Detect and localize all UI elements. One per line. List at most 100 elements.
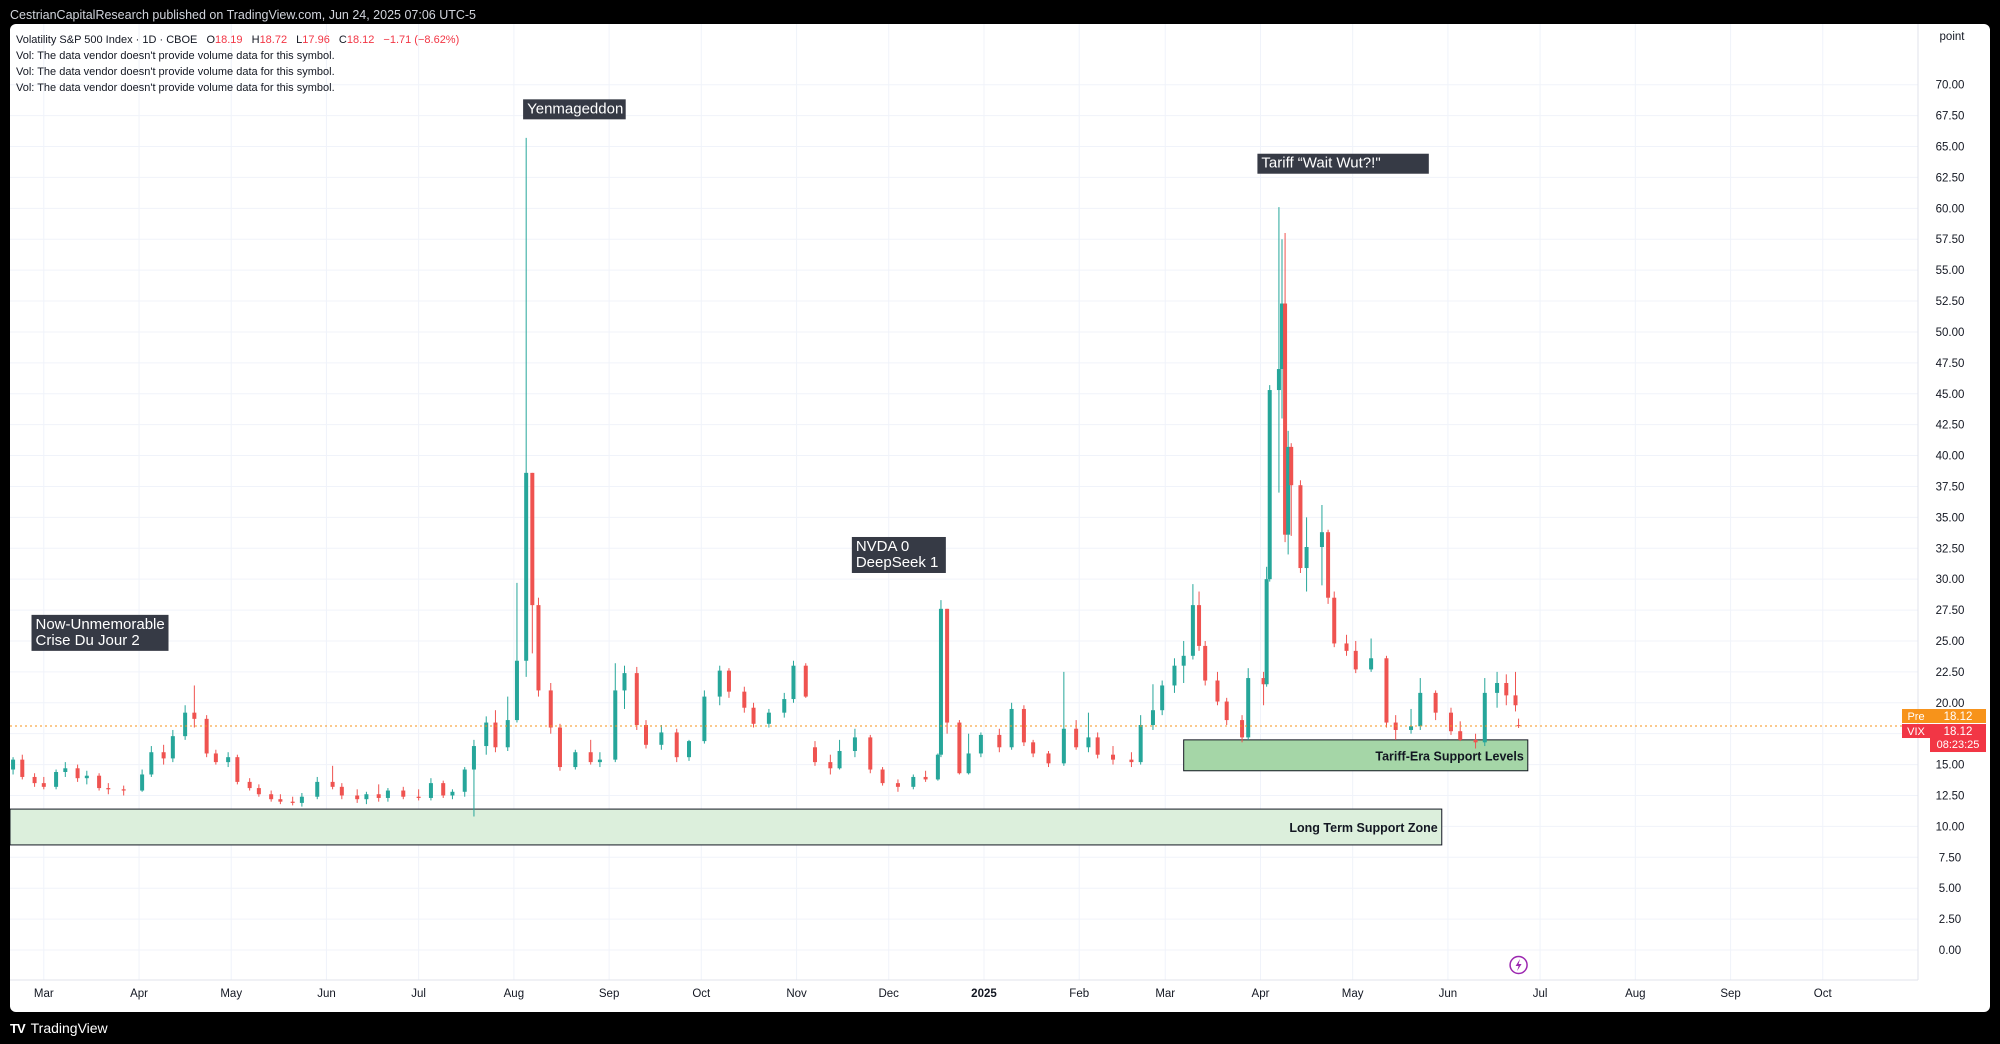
brand-name[interactable]: TradingView <box>30 1020 108 1036</box>
candle-body <box>315 781 320 797</box>
candle-body <box>170 736 175 759</box>
candle-body <box>1289 446 1294 486</box>
candle-body <box>803 665 808 697</box>
candle-body <box>1074 728 1079 748</box>
price-axis-label: 65.00 <box>1936 142 1965 154</box>
candle-body <box>674 732 679 758</box>
volume-note: Vol: The data vendor doesn't provide vol… <box>16 82 335 94</box>
candle-body <box>1095 737 1100 755</box>
candle-body <box>364 794 369 800</box>
candle-body <box>140 774 145 791</box>
candle-body <box>75 768 80 779</box>
open-value: 18.19 <box>215 34 243 46</box>
candle-body <box>339 786 344 796</box>
vix-tag-countdown: 08:23:25 <box>1937 739 1980 751</box>
annotation-text: NVDA 0 <box>856 538 909 555</box>
price-axis[interactable]: 0.002.505.007.5010.0012.5015.0017.5020.0… <box>1917 24 1966 980</box>
candle-body <box>597 759 602 763</box>
candle-body <box>868 737 873 770</box>
candle-body <box>1009 708 1014 748</box>
candle-body <box>1215 680 1220 702</box>
candle-body <box>1021 708 1026 743</box>
candle-body <box>1286 446 1291 535</box>
candle-body <box>1332 597 1337 644</box>
candle-body <box>106 788 111 790</box>
candle-body <box>1304 547 1309 569</box>
tradingview-logo-icon[interactable]: TV <box>10 1020 26 1036</box>
candle-body <box>1433 692 1438 713</box>
candle-body <box>978 734 983 754</box>
pre-tag-label: Pre <box>1907 711 1924 723</box>
candle-body <box>41 783 46 787</box>
candle-body <box>1276 369 1281 391</box>
candle-body <box>1283 303 1288 535</box>
annotation-box <box>523 99 626 120</box>
symbol-line[interactable]: Volatility S&P 500 Index · 1D · CBOE <box>16 34 198 46</box>
time-axis-label: Jul <box>1533 988 1548 1000</box>
price-axis-label: 50.00 <box>1936 327 1965 339</box>
candle-body <box>530 472 535 606</box>
candle-body <box>536 605 541 691</box>
vix-tag-label-bg <box>1902 724 1930 739</box>
time-axis-label: Feb <box>1069 988 1089 1000</box>
candle-body <box>1190 605 1195 656</box>
price-axis-label: 47.50 <box>1936 358 1965 370</box>
candle-body <box>726 670 731 692</box>
candle-body <box>880 769 885 784</box>
candle-body <box>1197 605 1202 646</box>
candle-body <box>1516 725 1521 727</box>
vix-tag-label: VIX <box>1907 726 1925 738</box>
price-axis-label: 20.00 <box>1936 698 1965 710</box>
candle-body <box>782 699 787 713</box>
time-axis[interactable]: Mar Apr May Jun Jul Aug Sep Oct Nov Dec 2025 Feb Mar… <box>10 979 1918 1000</box>
candle-body <box>1409 726 1414 730</box>
candle-body <box>634 673 639 726</box>
candle-body <box>1086 737 1091 748</box>
volume-note: Vol: The data vendor doesn't provide vol… <box>16 66 335 78</box>
annotation-text: Tariff “Wait Wut?!" <box>1261 155 1380 172</box>
candle-body <box>751 707 756 724</box>
price-axis-label: 12.50 <box>1936 790 1965 802</box>
candle-body <box>837 750 842 769</box>
candle-body <box>247 781 252 789</box>
pre-tag-value-bg <box>1930 709 1986 724</box>
candle-body <box>1046 753 1051 764</box>
candle-body <box>63 768 68 772</box>
candle-body <box>161 752 166 759</box>
candle-body <box>20 759 25 777</box>
vix-candlestick-chart[interactable]: Long Term Support Zone Tariff-Era Support… <box>10 24 1990 1012</box>
candle-body <box>32 776 37 784</box>
candle-body <box>54 772 59 787</box>
candle-body <box>622 673 627 691</box>
time-axis-label: Oct <box>692 988 711 1000</box>
candle-body <box>299 796 304 803</box>
chart-panel[interactable]: Volatility S&P 500 Index · 1D · CBOE O18… <box>10 24 1990 1012</box>
candle-body <box>401 790 406 797</box>
price-axis-label: 5.00 <box>1939 883 1961 895</box>
time-axis-label: May <box>1342 988 1364 1000</box>
candle-body <box>938 608 943 755</box>
time-axis-label: Sep <box>1720 988 1740 1000</box>
vix-tag-value-bg <box>1930 724 1986 753</box>
price-axis-unit: point <box>1940 31 1966 43</box>
low-label: L <box>296 34 303 46</box>
close-label: C <box>338 34 347 46</box>
candle-body <box>997 734 1002 748</box>
candle-body <box>1298 485 1303 569</box>
candle-body <box>911 776 916 787</box>
support-zone-label: Long Term Support Zone <box>1289 821 1437 835</box>
high-label: H <box>251 34 260 46</box>
candle-body <box>1319 532 1324 548</box>
candle-body <box>493 722 498 748</box>
price-axis-label: 60.00 <box>1936 203 1965 215</box>
price-axis-label: 67.50 <box>1936 111 1965 123</box>
annotation-text: DeepSeek 1 <box>856 554 939 571</box>
candle-body <box>192 712 197 719</box>
candle-body <box>235 757 240 782</box>
candle-body <box>1111 754 1116 760</box>
time-axis-label: Mar <box>1155 988 1175 1000</box>
candle-body <box>256 788 261 795</box>
price-axis-label: 27.50 <box>1936 605 1965 617</box>
